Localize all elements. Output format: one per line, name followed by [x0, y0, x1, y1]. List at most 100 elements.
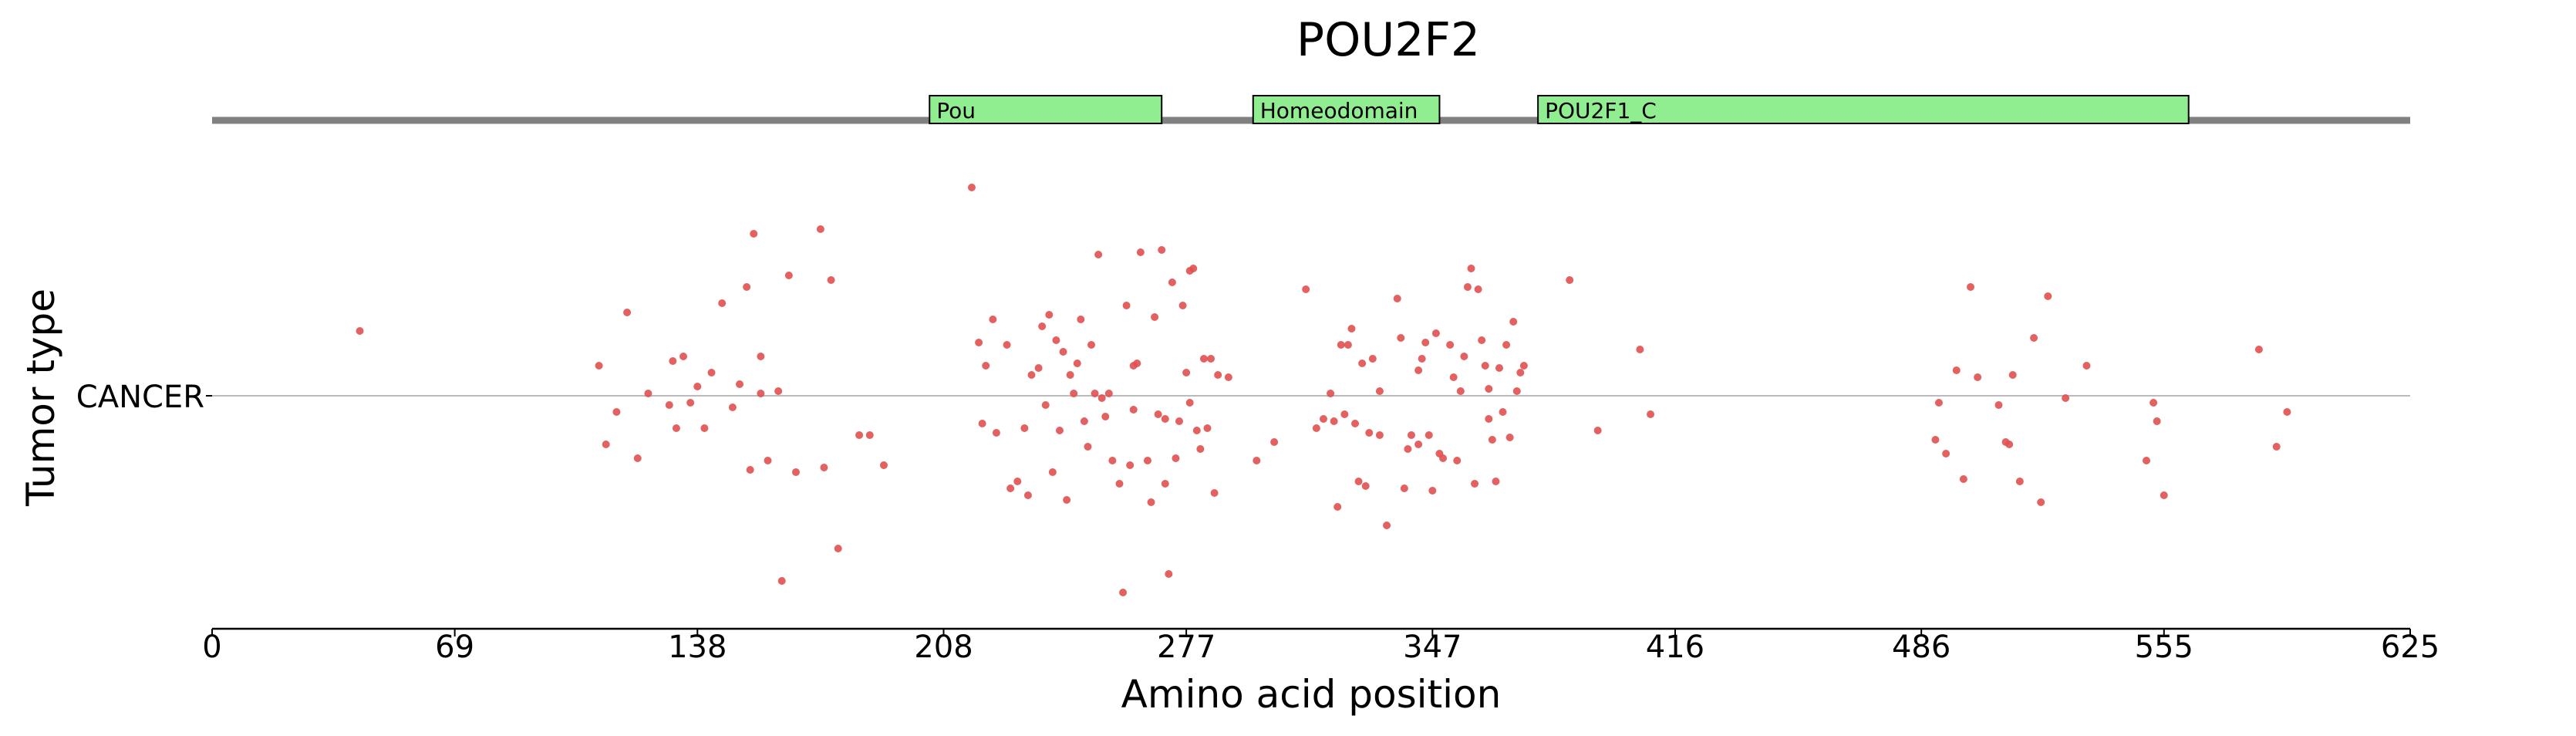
mutation-point [1959, 475, 1967, 483]
mutation-point [623, 309, 632, 316]
mutation-point [1104, 390, 1113, 397]
mutation-point [992, 429, 1000, 437]
mutation-point [1428, 487, 1437, 495]
mutation-point [1094, 251, 1103, 258]
mutation-point [1463, 283, 1472, 291]
mutation-point [1270, 438, 1279, 446]
x-tick-label: 277 [1157, 630, 1216, 665]
mutation-point [777, 577, 786, 585]
mutation-point [1358, 360, 1367, 367]
mutation-point [1192, 427, 1201, 434]
mutation-point [1340, 410, 1349, 418]
mutation-point [1168, 279, 1176, 286]
mutation-point [1474, 285, 1482, 293]
mutation-point [1934, 399, 1943, 407]
mutation-point [1013, 478, 1022, 485]
mutation-point [1027, 371, 1036, 379]
mutation-point [855, 431, 864, 439]
x-tick-label: 555 [2135, 630, 2193, 665]
mutation-point [1485, 385, 1493, 393]
mutation-point [665, 401, 673, 409]
mutation-point [1165, 570, 1173, 578]
x-tick-label: 208 [914, 630, 973, 665]
mutation-point [1312, 424, 1320, 432]
mutation-point [989, 316, 997, 323]
mutation-point [1467, 265, 1475, 272]
mutation-point [644, 390, 652, 397]
mutation-point [1365, 429, 1374, 437]
mutation-point [1143, 457, 1151, 464]
chart-title: POU2F2 [1296, 13, 1480, 67]
mutation-point [707, 369, 716, 376]
mutation-point [1161, 480, 1169, 488]
mutation-point [774, 387, 783, 395]
mutation-point [356, 327, 364, 335]
mutation-point [1505, 434, 1514, 441]
mutation-point [700, 424, 709, 432]
mutation-point [1041, 401, 1050, 409]
mutation-point [1439, 454, 1447, 462]
x-tick-label: 416 [1646, 630, 1704, 665]
mutation-point [1203, 424, 1212, 432]
domain-label-1: Homeodomain [1260, 98, 1418, 123]
mutation-point [612, 408, 621, 416]
mutation-point [1038, 322, 1047, 330]
mutation-point [2149, 399, 2158, 407]
mutation-point [1421, 339, 1430, 346]
mutation-point [1101, 413, 1110, 420]
domain-label-2: POU2F1_C [1545, 98, 1657, 123]
mutation-point [1055, 427, 1064, 434]
mutation-point [1196, 445, 1205, 453]
mutation-point [816, 225, 824, 233]
mutation-point [1319, 415, 1327, 423]
y-tick-label: CANCER [76, 380, 204, 415]
mutation-point [820, 464, 828, 471]
mutation-point [1453, 457, 1462, 464]
mutation-point [978, 420, 986, 427]
mutation-point [1185, 399, 1194, 407]
mutation-point [1199, 355, 1208, 363]
mutation-point [1502, 341, 1511, 349]
mutation-point [1495, 364, 1503, 372]
mutation-point [679, 353, 688, 360]
mutation-point [1122, 302, 1131, 309]
mutation-point [1593, 427, 1602, 434]
mutation-point [1126, 461, 1135, 469]
mutation-point [1158, 246, 1166, 254]
mutation-points [356, 184, 2291, 596]
mutation-point [2160, 491, 2168, 499]
mutation-point [1471, 480, 1479, 488]
mutation-point [1066, 371, 1074, 379]
mutation-point [1449, 373, 1458, 381]
mutation-point [1478, 336, 1486, 344]
protein-domains: Pou Homeodomain POU2F1_C [929, 95, 2190, 124]
mutation-point [1151, 313, 1159, 321]
mutation-point [784, 272, 793, 279]
x-tick-label: 69 [435, 630, 474, 665]
x-tick-label: 625 [2381, 630, 2439, 665]
mutation-point [757, 353, 765, 360]
mutation-point [2037, 498, 2045, 506]
mutation-point [1492, 478, 1500, 485]
mutation-point [1512, 387, 1521, 395]
mutation-point [1178, 302, 1187, 309]
x-axis-ticks: 0 69 138 208 277 347 416 486 555 625 [202, 629, 2439, 665]
domain-box-2 [1537, 95, 2190, 124]
mutation-point [602, 441, 610, 448]
y-axis-label: Tumor type [19, 289, 63, 507]
mutation-point [2008, 371, 2017, 379]
mutation-point [1393, 295, 1401, 302]
mutation-point [1080, 417, 1088, 425]
mutation-point [728, 403, 737, 411]
mutation-point [1129, 406, 1138, 414]
mutation-point [827, 276, 835, 284]
mutation-point [1020, 424, 1029, 432]
mutation-point [2030, 334, 2038, 342]
mutation-point [865, 431, 874, 439]
x-tick-label: 138 [668, 630, 727, 665]
mutation-point [633, 454, 642, 462]
mutation-point [791, 468, 800, 476]
mutation-point [686, 399, 695, 407]
mutation-point [1091, 390, 1099, 397]
mutation-point [1097, 394, 1106, 402]
